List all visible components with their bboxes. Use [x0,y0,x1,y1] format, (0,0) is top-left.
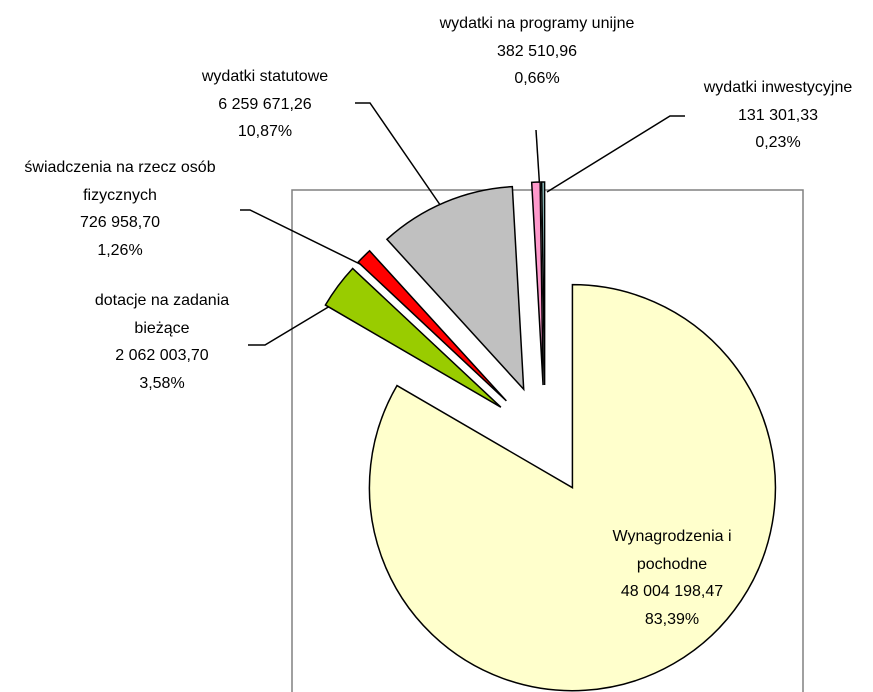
pie-slice [385,185,525,392]
pie-slice [368,283,777,692]
slice-label: wydatki inwestycyjne 131 301,33 0,23% [683,74,873,157]
label-percent: 10,87% [237,123,293,140]
pie-slice [530,181,544,386]
label-percent: 83,39% [644,610,700,628]
label-value: 131 301,33 [737,106,819,124]
leader-line [546,115,685,193]
label-percent: 0,23% [755,134,801,151]
label-value: 2 062 003,70 [115,347,209,364]
pie-slice [540,181,546,386]
plot-frame [291,189,804,692]
leader-lines [240,102,685,346]
label-percent: 3,58% [139,374,185,392]
pie-slice [324,267,502,408]
label-name: świadczenia na rzecz osób fizycznych [24,159,216,204]
label-value: 48 004 198,47 [620,583,724,600]
label-value: 382 510,96 [496,42,578,60]
slice-label: dotacje na zadania bieżące 2 062 003,70 3,… [72,287,252,397]
label-value: 726 958,70 [79,214,161,231]
slice-label: wydatki na programy unijne 382 510,96 0,66… [437,10,637,93]
slice-label: Wynagrodzenia i pochodne 48 004 198,47 83,… [587,523,757,633]
label-name: wydatki na programy unijne [439,15,635,32]
slice-label: wydatki statutowe 6 259 671,26 10,87% [175,63,355,146]
label-percent: 0,66% [514,70,560,87]
leader-line [355,102,446,213]
label-value: 6 259 671,26 [218,95,312,113]
label-name: wydatki statutowe [201,68,329,85]
label-name: wydatki inwestycyjne [703,79,853,96]
leader-line [248,299,341,346]
slice-label: świadczenia na rzecz osób fizycznych 726 … [0,154,240,264]
label-name: Wynagrodzenia i pochodne [612,528,732,573]
leader-line [240,209,369,269]
label-name: dotacje na zadania bieżące [94,292,230,337]
pie-slice [357,249,507,402]
label-percent: 1,26% [97,241,143,259]
